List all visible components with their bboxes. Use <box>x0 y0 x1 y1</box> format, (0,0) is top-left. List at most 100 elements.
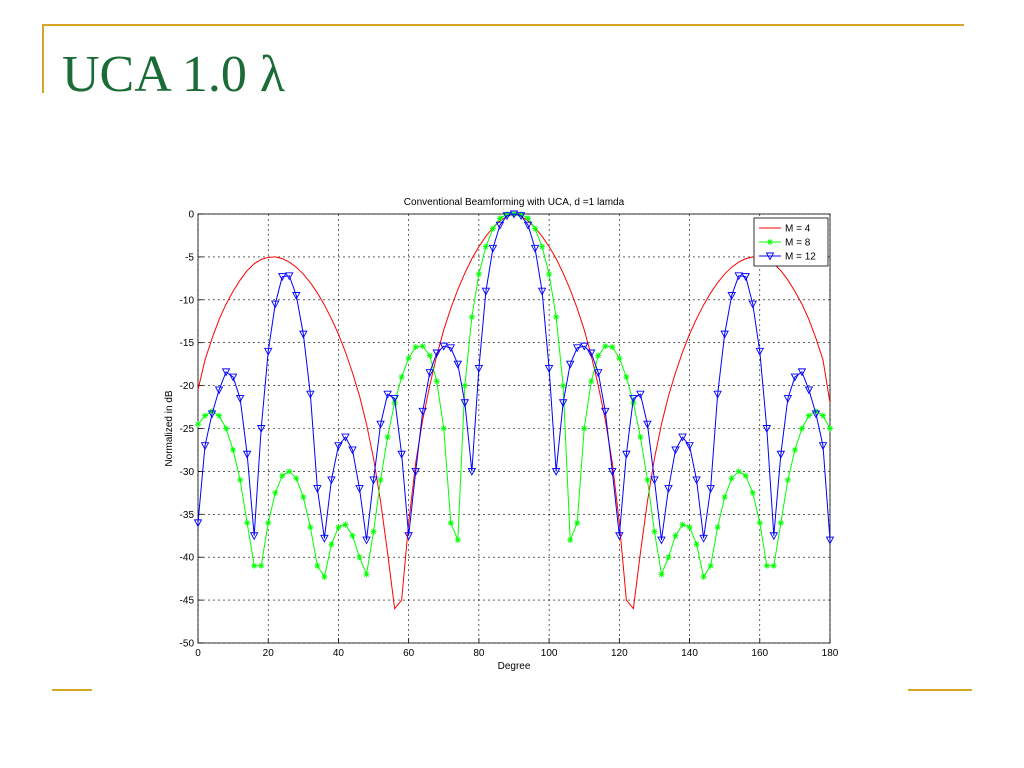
x-tick-label: 0 <box>195 648 201 659</box>
marker-triangle <box>509 210 519 219</box>
marker-triangle <box>411 467 420 476</box>
x-tick-label: 180 <box>822 648 839 659</box>
marker-triangle <box>249 532 259 541</box>
y-tick-label: -50 <box>180 639 195 650</box>
marker-triangle <box>369 476 378 485</box>
marker-triangle <box>214 386 224 395</box>
marker-star <box>707 562 714 569</box>
marker-star <box>658 571 665 578</box>
marker-triangle <box>383 390 392 399</box>
marker-star <box>384 434 391 441</box>
marker-star <box>616 355 623 362</box>
marker-triangle <box>650 476 659 485</box>
marker-star <box>525 215 532 222</box>
marker-triangle <box>636 390 645 399</box>
marker-star <box>419 343 426 350</box>
marker-triangle <box>664 485 673 494</box>
x-axis-label: Degree <box>498 661 531 672</box>
marker-star <box>749 489 756 496</box>
marker-triangle <box>572 344 582 353</box>
marker-star <box>461 382 468 389</box>
marker-star <box>223 425 230 432</box>
marker-star <box>300 494 307 501</box>
marker-triangle <box>769 532 779 541</box>
marker-triangle <box>706 485 715 494</box>
marker-triangle <box>657 536 666 545</box>
marker-star <box>335 524 342 531</box>
marker-triangle <box>551 467 561 476</box>
x-tick-label: 140 <box>681 648 698 659</box>
marker-star <box>370 528 377 535</box>
x-tick-label: 60 <box>403 648 415 659</box>
marker-star <box>454 537 461 544</box>
marker-star <box>398 374 405 381</box>
marker-triangle <box>256 425 266 433</box>
marker-triangle <box>755 347 765 356</box>
marker-triangle <box>671 446 680 455</box>
marker-star <box>574 519 581 526</box>
marker-star <box>784 476 791 483</box>
legend-label: M = 4 <box>785 224 811 235</box>
marker-star <box>602 343 609 350</box>
marker-triangle <box>727 292 736 300</box>
x-tick-label: 160 <box>751 648 768 659</box>
marker-triangle <box>355 485 364 494</box>
marker-triangle <box>397 450 406 459</box>
marker-triangle <box>439 342 449 351</box>
chart: 0 20 40 60 80 100 120 140 160 180 0 -5 -10 -15 -20 -25 -… <box>164 197 839 672</box>
marker-triangle <box>425 369 434 378</box>
marker-star <box>672 532 679 539</box>
x-tick-label: 80 <box>473 648 485 659</box>
marker-triangle <box>622 450 631 459</box>
marker-triangle <box>825 536 835 545</box>
marker-triangle <box>502 212 512 221</box>
marker-star <box>251 562 258 569</box>
marker-star <box>721 494 728 501</box>
y-tick-label: 0 <box>188 210 194 221</box>
y-tick-label: -20 <box>180 381 195 392</box>
marker-star <box>503 211 510 218</box>
y-tick-label: -25 <box>180 424 195 435</box>
marker-star <box>546 271 553 278</box>
marker-star <box>293 475 300 482</box>
legend-label: M = 12 <box>785 252 816 263</box>
marker-star <box>756 519 763 526</box>
marker-star <box>770 562 777 569</box>
marker-triangle <box>460 399 470 408</box>
marker-star <box>412 343 419 350</box>
marker-star <box>791 446 798 453</box>
marker-star <box>279 472 286 479</box>
marker-star <box>518 211 525 218</box>
marker-triangle <box>692 476 701 485</box>
marker-star <box>686 524 693 531</box>
marker-triangle <box>467 467 477 476</box>
marker-star <box>742 472 749 479</box>
marker-triangle <box>608 467 617 476</box>
marker-triangle <box>390 395 399 403</box>
marker-triangle <box>221 368 231 377</box>
marker-star <box>588 378 595 385</box>
marker-star <box>693 541 700 548</box>
marker-star <box>447 519 454 526</box>
marker-star <box>805 412 812 419</box>
marker-star <box>244 519 251 526</box>
marker-star <box>433 378 440 385</box>
marker-triangle <box>579 342 589 351</box>
marker-triangle <box>193 519 203 528</box>
marker-triangle <box>811 410 821 419</box>
y-tick-label: -10 <box>180 295 195 306</box>
marker-triangle <box>594 369 603 378</box>
marker-star <box>714 524 721 531</box>
marker-star <box>349 532 356 539</box>
marker-triangle <box>320 534 329 543</box>
y-axis-label: Normalized in dB <box>164 390 175 466</box>
marker-star <box>651 528 658 535</box>
marker-triangle <box>299 330 308 339</box>
marker-star <box>553 313 560 320</box>
marker-triangle <box>362 536 371 545</box>
marker-star <box>581 425 588 432</box>
legend: M = 4 M = 8 M = 12 <box>753 217 829 267</box>
marker-star <box>798 425 805 432</box>
marker-star <box>609 343 616 350</box>
